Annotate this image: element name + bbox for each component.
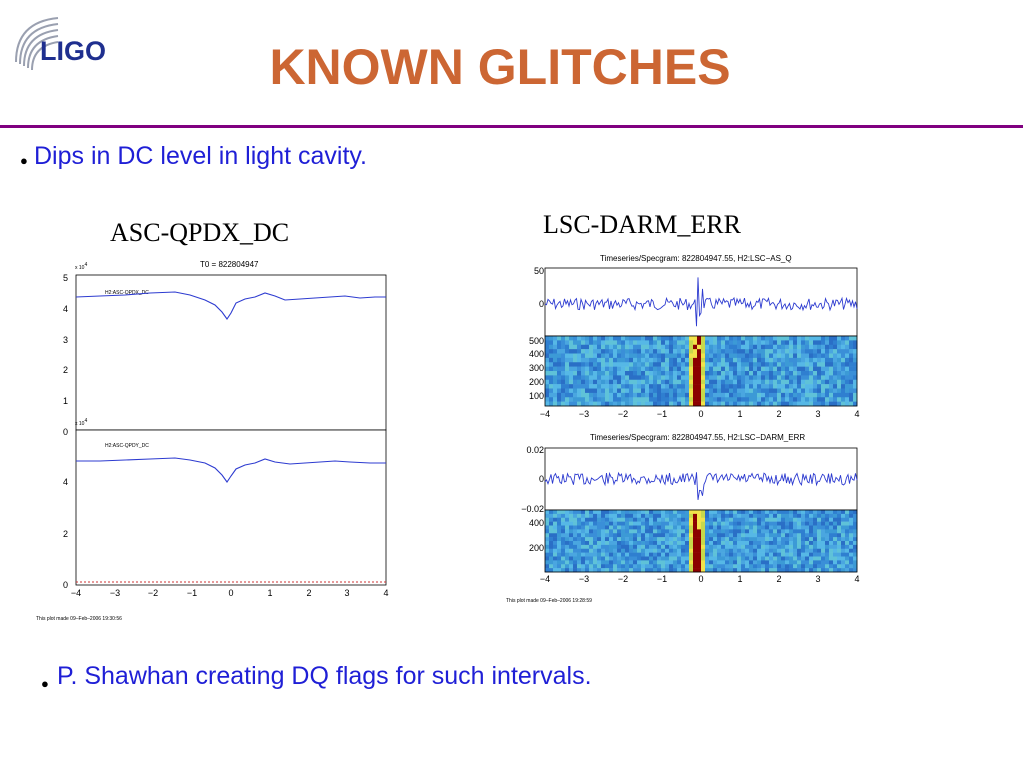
bottom-yticks: 4 2 0 (63, 477, 68, 590)
svg-text:−4: −4 (71, 588, 81, 598)
svg-text:3: 3 (344, 588, 349, 598)
ligo-swoosh-icon (15, 17, 59, 71)
right-figure-title: LSC-DARM_ERR (543, 210, 741, 239)
svg-text:0: 0 (539, 299, 544, 309)
left-figure-header: T0 = 822804947 (200, 260, 259, 269)
right-footer: This plot made 09–Feb–2006 19:28:59 (506, 598, 592, 604)
svg-text:1: 1 (63, 396, 68, 406)
top-exponent: x 104 (75, 262, 87, 271)
svg-text:0.02: 0.02 (526, 445, 544, 455)
svg-text:4: 4 (854, 409, 859, 419)
bullet-icon: ● (41, 676, 49, 691)
title-divider (0, 125, 1023, 128)
svg-text:50: 50 (534, 266, 544, 276)
svg-text:0: 0 (228, 588, 233, 598)
panel1-header: Timeseries/Specgram: 822804947.55, H2:LS… (600, 254, 792, 263)
svg-text:−1: −1 (657, 574, 667, 584)
left-xticks: −4 −3 −2 −1 0 1 2 3 4 (71, 588, 389, 598)
panel1-xticks: −4 −3 −2 −1 0 1 2 3 4 (540, 409, 860, 419)
top-panel-axes (75, 274, 387, 431)
svg-text:1: 1 (737, 574, 742, 584)
right-figure-plot: Timeseries/Specgram: 822804947.55, H2:LS… (506, 254, 860, 604)
top-yticks: 5 4 3 2 1 0 (63, 273, 68, 437)
svg-text:−4: −4 (540, 574, 550, 584)
panel1-spec-yticks: 500 400 300 200 100 (529, 336, 544, 401)
ligo-logo-text: LIGO (40, 36, 106, 66)
svg-text:0: 0 (63, 580, 68, 590)
top-legend: H2:ASC-QPDX_DC (105, 290, 149, 296)
bullet-2-text: P. Shawhan creating DQ flags for such in… (57, 662, 592, 690)
svg-text:−2: −2 (618, 574, 628, 584)
qpdy-trace (76, 457, 386, 483)
svg-text:−2: −2 (618, 409, 628, 419)
svg-text:200: 200 (529, 377, 544, 387)
svg-text:200: 200 (529, 543, 544, 553)
svg-text:500: 500 (529, 336, 544, 346)
svg-text:−3: −3 (110, 588, 120, 598)
bottom-legend: H2:ASC-QPDY_DC (105, 443, 149, 449)
svg-text:3: 3 (63, 335, 68, 345)
svg-text:−3: −3 (579, 409, 589, 419)
svg-text:100: 100 (529, 391, 544, 401)
panel1-timeseries-axes (544, 267, 858, 337)
svg-text:−3: −3 (579, 574, 589, 584)
left-figure-plot: T0 = 822804947 x 104 H2:ASC-QPDX_DC 5 4 … (36, 260, 389, 622)
svg-text:1: 1 (737, 409, 742, 419)
panel2-header: Timeseries/Specgram: 822804947.55, H2:LS… (590, 433, 805, 442)
svg-text:4: 4 (63, 477, 68, 487)
svg-text:4: 4 (383, 588, 388, 598)
qpdx-trace (75, 291, 386, 320)
svg-text:400: 400 (529, 518, 544, 528)
svg-text:−2: −2 (148, 588, 158, 598)
bullet-1-text: Dips in DC level in light cavity. (34, 142, 367, 170)
svg-text:2: 2 (776, 574, 781, 584)
svg-text:0: 0 (63, 427, 68, 437)
svg-text:4: 4 (63, 304, 68, 314)
svg-text:0: 0 (539, 474, 544, 484)
panel2-spec-yticks: 400 200 (529, 518, 544, 553)
svg-text:3: 3 (815, 409, 820, 419)
svg-text:−0.02: −0.02 (521, 504, 544, 514)
svg-text:1: 1 (267, 588, 272, 598)
svg-text:−4: −4 (540, 409, 550, 419)
svg-text:3: 3 (815, 574, 820, 584)
svg-text:5: 5 (63, 273, 68, 283)
bottom-exponent: x 104 (75, 418, 87, 427)
svg-text:2: 2 (63, 365, 68, 375)
svg-text:−1: −1 (657, 409, 667, 419)
svg-text:400: 400 (529, 349, 544, 359)
svg-text:2: 2 (776, 409, 781, 419)
svg-text:−1: −1 (187, 588, 197, 598)
bottom-panel-axes (75, 429, 387, 586)
svg-text:300: 300 (529, 363, 544, 373)
bullet-icon: ● (20, 153, 28, 168)
slide-title: KNOWN GLITCHES (269, 39, 731, 95)
darm-err-trace (544, 471, 858, 500)
panel2-xticks: −4 −3 −2 −1 0 1 2 3 4 (540, 574, 860, 584)
svg-text:2: 2 (306, 588, 311, 598)
svg-text:0: 0 (698, 574, 703, 584)
svg-text:2: 2 (63, 529, 68, 539)
left-footer: This plot made 09–Feb–2006 19:30:56 (36, 616, 122, 622)
panel1-spectrogram (545, 336, 858, 407)
left-figure-title: ASC-QPDX_DC (110, 218, 290, 247)
panel2-spectrogram (545, 510, 858, 573)
svg-text:4: 4 (854, 574, 859, 584)
svg-text:0: 0 (698, 409, 703, 419)
panel2-timeseries-axes (544, 447, 858, 511)
as-q-trace (544, 277, 858, 327)
